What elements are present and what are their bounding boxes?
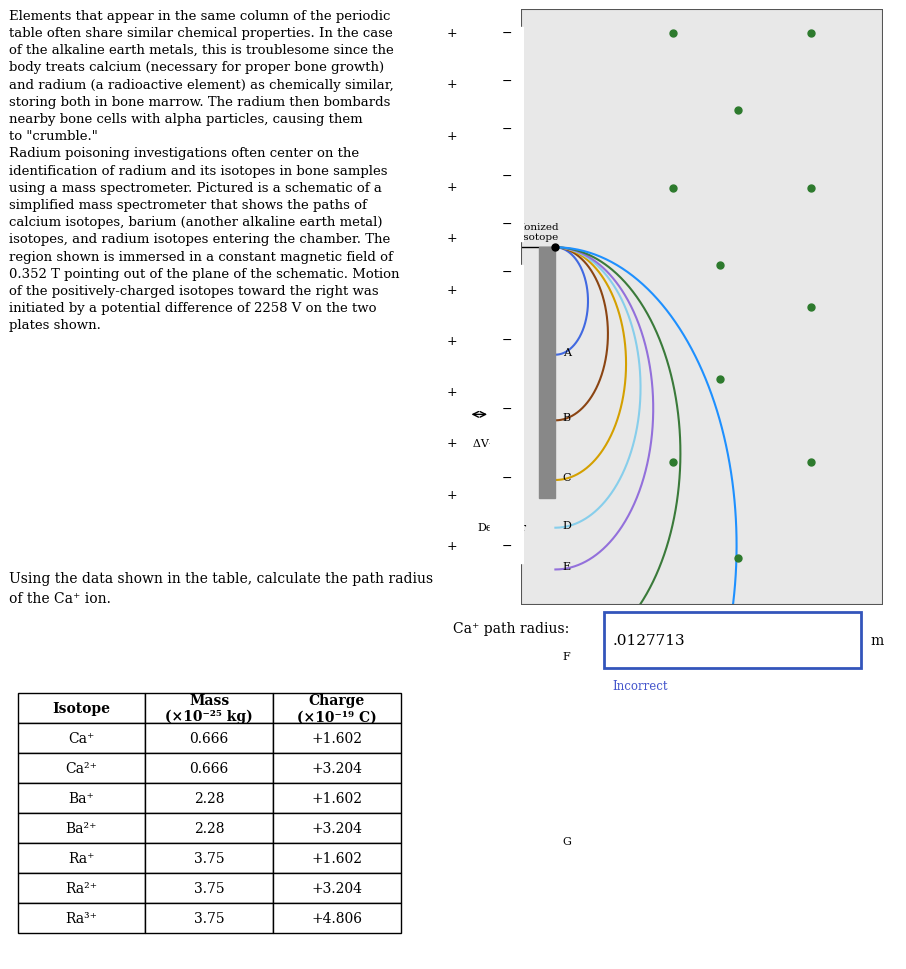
Text: −: −: [502, 75, 512, 88]
Text: m: m: [871, 634, 883, 647]
Text: B: B: [563, 413, 571, 422]
Text: −: −: [502, 218, 512, 231]
Text: +: +: [447, 232, 457, 245]
Text: Detector: Detector: [477, 522, 526, 532]
Bar: [490, 27, 524, 242]
Text: +: +: [447, 283, 457, 297]
Text: Ionized
isotope: Ionized isotope: [521, 223, 560, 242]
Text: ← ΔV→: ← ΔV→: [460, 439, 498, 449]
Text: E: E: [563, 562, 571, 572]
Text: D: D: [563, 520, 572, 530]
Text: Ca⁺ path radius:: Ca⁺ path radius:: [453, 621, 569, 635]
Text: −: −: [502, 334, 512, 347]
Text: Elements that appear in the same column of the periodic
table often share simila: Elements that appear in the same column …: [9, 10, 400, 332]
Text: −: −: [502, 471, 512, 484]
Text: −: −: [502, 266, 512, 278]
Text: F: F: [563, 651, 571, 661]
Text: +: +: [447, 488, 457, 501]
Text: +: +: [447, 437, 457, 450]
Text: −: −: [502, 540, 512, 552]
Bar: [604, 612, 862, 669]
Text: −: −: [502, 27, 512, 40]
Bar: [539, 248, 555, 498]
Text: +: +: [447, 181, 457, 194]
Text: Incorrect: Incorrect: [612, 679, 669, 693]
Text: +: +: [447, 334, 457, 348]
Text: C: C: [563, 473, 571, 483]
Text: +: +: [447, 78, 457, 91]
Text: A: A: [563, 347, 571, 358]
Text: −: −: [502, 170, 512, 183]
Text: Using the data shown in the table, calculate the path radius
of the Ca⁺ ion.: Using the data shown in the table, calcu…: [9, 572, 433, 606]
Text: .0127713: .0127713: [612, 634, 686, 647]
Text: −: −: [502, 122, 512, 136]
Bar: [435, 21, 468, 570]
Text: +: +: [447, 130, 457, 142]
Bar: [490, 266, 524, 564]
Text: +: +: [447, 386, 457, 399]
Text: G: G: [563, 836, 572, 846]
Text: +: +: [447, 540, 457, 552]
Text: +: +: [447, 27, 457, 40]
Text: −: −: [502, 402, 512, 416]
